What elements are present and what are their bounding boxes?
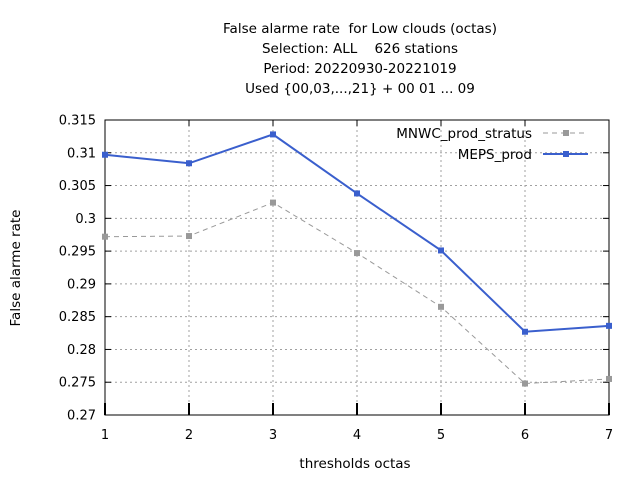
y-tick-label: 0.285 <box>59 310 96 325</box>
x-tick-label: 5 <box>437 428 445 443</box>
data-point-MEPS_prod <box>102 151 108 158</box>
y-tick-label: 0.3 <box>75 212 96 227</box>
y-tick-label: 0.28 <box>67 343 96 358</box>
x-tick-label: 4 <box>353 428 361 443</box>
data-point-MNWC_prod_stratus <box>186 233 192 240</box>
x-tick-label: 1 <box>101 428 109 443</box>
data-point-MNWC_prod_stratus <box>522 380 528 387</box>
data-point-MEPS_prod <box>354 190 360 197</box>
y-tick-label: 0.295 <box>59 245 96 260</box>
x-tick-label: 6 <box>521 428 529 443</box>
data-point-MEPS_prod <box>438 247 444 254</box>
data-point-MNWC_prod_stratus <box>354 250 360 257</box>
x-axis-label: thresholds octas <box>299 456 411 472</box>
data-point-MEPS_prod <box>522 328 528 335</box>
legend-label-MEPS_prod: MEPS_prod <box>458 147 532 163</box>
x-tick-label: 3 <box>269 428 277 443</box>
data-point-MEPS_prod <box>606 322 612 329</box>
x-tick-label: 2 <box>185 428 193 443</box>
y-tick-label: 0.31 <box>67 146 96 161</box>
y-tick-label: 0.305 <box>59 179 96 194</box>
legend-swatch-marker <box>563 130 569 136</box>
y-tick-label: 0.315 <box>59 114 96 129</box>
series-line-MEPS_prod <box>104 133 610 333</box>
data-point-MNWC_prod_stratus <box>438 303 444 310</box>
title-line-1: False alarme rate for Low clouds (octas) <box>223 21 497 37</box>
y-tick-label: 0.27 <box>67 409 96 424</box>
title-line-2: Selection: ALL 626 stations <box>261 41 459 57</box>
title-line-4: Used {00,03,...,21} + 00 01 ... 09 <box>245 81 475 97</box>
x-tick-label: 7 <box>605 428 613 443</box>
legend-swatch-marker <box>563 151 569 157</box>
data-point-MNWC_prod_stratus <box>606 375 612 382</box>
y-tick-label: 0.275 <box>59 376 96 391</box>
data-point-MEPS_prod <box>270 131 276 138</box>
data-point-MNWC_prod_stratus <box>102 233 108 240</box>
data-point-MNWC_prod_stratus <box>270 199 276 206</box>
data-point-MEPS_prod <box>186 160 192 167</box>
legend-label-MNWC_prod_stratus: MNWC_prod_stratus <box>396 126 532 142</box>
title-line-3: Period: 20220930-20221019 <box>263 61 457 77</box>
y-tick-label: 0.29 <box>67 277 96 292</box>
